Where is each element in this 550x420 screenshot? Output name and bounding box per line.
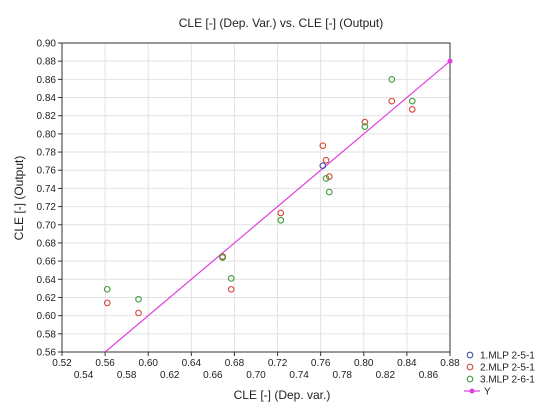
- y-tick-label: 0.84: [37, 93, 57, 104]
- x-tick-label-upper: 0.52: [52, 358, 72, 369]
- legend-label-series-1: 1.MLP 2-5-1: [480, 351, 535, 362]
- y-tick-label: 0.86: [37, 75, 57, 86]
- data-point-series-2: [325, 173, 333, 180]
- data-point-series-3: [408, 97, 416, 105]
- chart-title: CLE [-] (Dep. Var.) vs. CLE [-] (Output): [179, 16, 384, 30]
- x-tick-label-upper: 0.88: [440, 358, 460, 369]
- legend-label-series-2: 2.MLP 2-5-1: [480, 363, 535, 374]
- data-point-series-2: [135, 309, 142, 317]
- x-tick-label-upper: 0.80: [354, 358, 374, 369]
- axes: 0.560.580.600.620.640.660.680.700.720.74…: [37, 39, 461, 382]
- reference-line-layer: [104, 58, 453, 353]
- y-tick-label: 0.66: [37, 257, 57, 268]
- x-tick-label-lower: 0.58: [117, 370, 137, 381]
- y-tick-label: 0.62: [37, 293, 57, 304]
- x-tick-label-upper: 0.60: [138, 358, 158, 369]
- x-tick-label-upper: 0.72: [268, 358, 288, 369]
- data-point-series-2: [277, 209, 285, 217]
- reference-line-endpoint: [447, 58, 453, 64]
- legend-marker-series-2: [466, 363, 474, 371]
- data-point-series-2: [227, 285, 235, 293]
- y-tick-label: 0.90: [37, 39, 57, 50]
- data-point-series-2: [388, 97, 396, 105]
- reference-line-y: [104, 60, 451, 353]
- data-points: [103, 76, 416, 317]
- x-tick-label-lower: 0.78: [332, 370, 352, 381]
- y-tick-label: 0.76: [37, 166, 57, 177]
- plot-frame: [61, 42, 451, 353]
- data-point-series-3: [325, 188, 333, 196]
- y-tick-label: 0.80: [37, 129, 57, 140]
- data-point-series-3: [277, 216, 285, 224]
- y-tick-label: 0.74: [37, 184, 57, 195]
- y-tick-label: 0.64: [37, 275, 57, 286]
- data-point-series-2: [408, 105, 416, 113]
- y-tick-label: 0.78: [37, 148, 57, 159]
- x-tick-label-upper: 0.56: [95, 358, 115, 369]
- legend: 1.MLP 2-5-12.MLP 2-5-13.MLP 2-6-1Y: [464, 351, 535, 398]
- data-point-series-2: [319, 142, 327, 150]
- legend-label-reference-line: Y: [484, 387, 491, 398]
- y-axis-label: CLE [-] (Output): [12, 156, 26, 241]
- data-point-series-2: [103, 299, 111, 307]
- x-tick-label-upper: 0.64: [182, 358, 202, 369]
- x-tick-label-upper: 0.84: [397, 358, 417, 369]
- x-tick-label-lower: 0.62: [160, 370, 180, 381]
- data-point-series-3: [219, 254, 226, 261]
- y-tick-label: 0.70: [37, 220, 57, 231]
- data-point-series-2: [322, 156, 330, 164]
- y-tick-label: 0.72: [37, 202, 57, 213]
- y-tick-label: 0.56: [37, 348, 57, 359]
- legend-marker-series-1: [466, 351, 474, 359]
- x-tick-label-upper: 0.68: [225, 358, 245, 369]
- x-tick-label-lower: 0.66: [203, 370, 223, 381]
- data-point-series-1: [319, 162, 327, 170]
- data-point-series-3: [388, 76, 396, 83]
- data-point-series-2: [361, 118, 369, 126]
- data-point-series-3: [322, 175, 330, 182]
- data-point-series-3: [135, 295, 142, 303]
- y-tick-label: 0.68: [37, 238, 57, 249]
- x-tick-label-lower: 0.74: [289, 370, 309, 381]
- x-tick-label-upper: 0.76: [311, 358, 331, 369]
- data-point-series-3: [361, 123, 369, 130]
- y-tick-label: 0.88: [37, 57, 57, 68]
- y-tick-label: 0.58: [37, 329, 57, 340]
- y-tick-label: 0.82: [37, 111, 57, 122]
- x-tick-label-lower: 0.82: [376, 370, 396, 381]
- legend-marker-reference-dot: [469, 388, 475, 394]
- x-tick-label-lower: 0.54: [74, 370, 94, 381]
- data-point-series-3: [227, 275, 235, 282]
- grid: [61, 42, 451, 353]
- y-tick-label: 0.60: [37, 311, 57, 322]
- x-tick-label-lower: 0.86: [419, 370, 439, 381]
- legend-label-series-3: 3.MLP 2-6-1: [480, 375, 535, 386]
- x-tick-label-lower: 0.70: [246, 370, 266, 381]
- x-axis-label: CLE [-] (Dep. var.): [234, 388, 331, 402]
- data-point-series-3: [103, 285, 111, 293]
- legend-marker-series-3: [466, 375, 474, 383]
